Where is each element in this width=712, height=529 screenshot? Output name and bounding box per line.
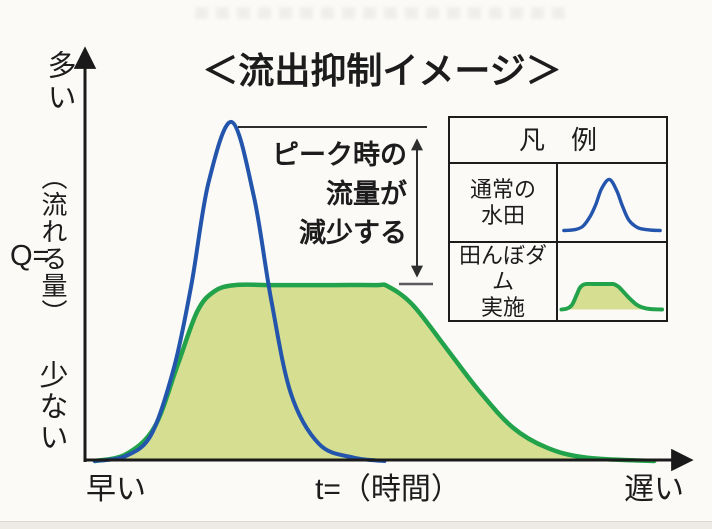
paddy-dam-area-fill xyxy=(94,284,655,461)
legend-label-normal-paddy: 通常の 水田 xyxy=(450,164,558,241)
legend-paddy-dam-curve xyxy=(559,281,665,312)
x-axis-label-late: 遅い xyxy=(624,473,684,506)
normal-paddy-curve xyxy=(92,120,387,463)
legend-normal-paddy-mini-chart xyxy=(562,177,662,233)
legend-row-paddy-dam: 田んぼダム 実施 xyxy=(450,243,666,320)
peak-reduction-annotation: ピーク時の 流量が 減少する xyxy=(245,136,407,253)
legend-row-normal-paddy: 通常の 水田 xyxy=(450,164,666,243)
legend-label-paddy-dam: 田んぼダム 実施 xyxy=(450,243,558,320)
annotation-line-2: 流量が xyxy=(326,179,407,209)
legend-paddy-dam-fill xyxy=(561,283,663,310)
y-axis-label-top: 多い xyxy=(43,50,75,114)
paddy-dam-curve xyxy=(92,282,657,464)
annotation-line-1: ピーク時の xyxy=(272,140,407,170)
legend-normal-paddy-curve xyxy=(562,177,662,233)
annotation-line-3: 減少する xyxy=(299,218,407,248)
x-axis-label-early: 早い xyxy=(86,473,146,506)
y-axis-label-bottom: 少ない xyxy=(35,360,67,453)
legend-box: 凡 例 通常の 水田 田んぼダム 実施 xyxy=(448,116,668,322)
legend-header: 凡 例 xyxy=(450,118,666,164)
bottom-edge-strip xyxy=(0,521,712,529)
y-axis-quantity-symbol: Q= xyxy=(10,240,50,272)
y-axis-unit-label: （流れる量） xyxy=(38,164,68,326)
legend-swatch-paddy-dam xyxy=(558,243,666,320)
faded-watermark xyxy=(195,7,567,19)
figure-title: ＜流出抑制イメージ＞ xyxy=(202,50,562,91)
legend-paddy-dam-mini-chart xyxy=(559,281,665,312)
x-axis-label-time: t=（時間） xyxy=(315,473,461,506)
legend-swatch-normal-paddy xyxy=(558,164,666,241)
